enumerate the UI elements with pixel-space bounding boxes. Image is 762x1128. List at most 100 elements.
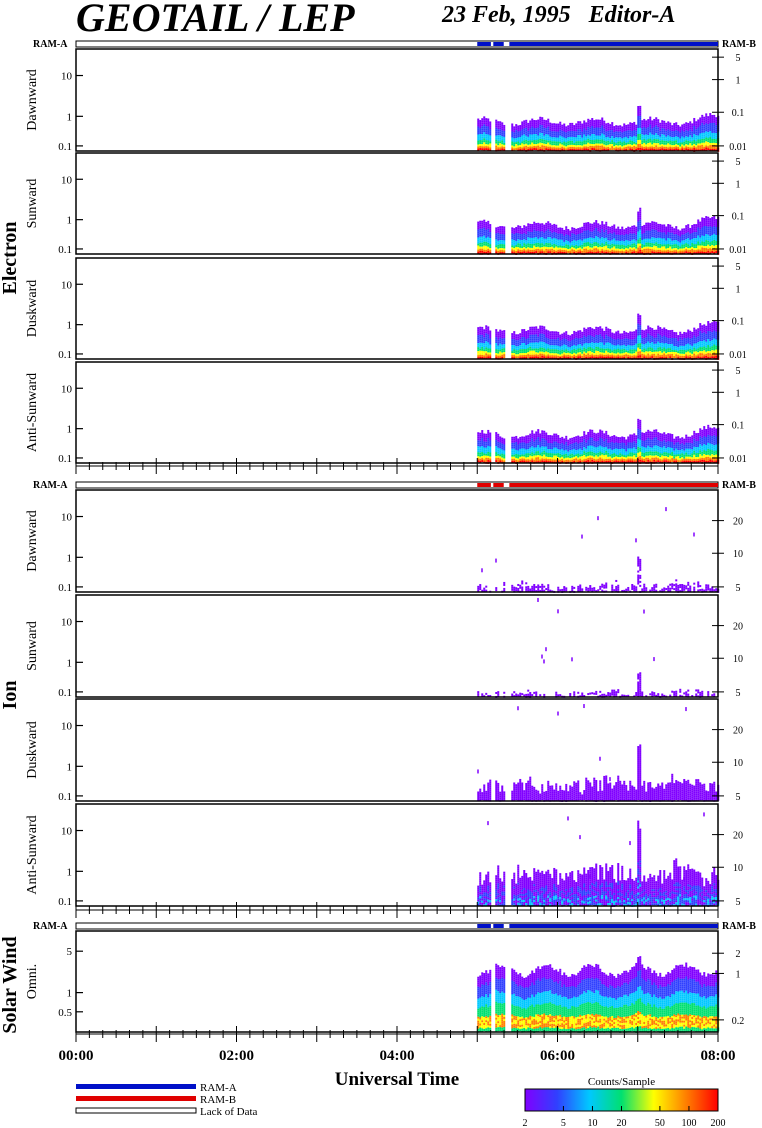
group-electron-panel-duskward-cell [599, 346, 602, 349]
group-electron-panel-dawnward-cell [561, 134, 564, 137]
group-electron-panel-sunward-cell [545, 222, 548, 225]
group-electron-panel-dawnward-cell [539, 138, 542, 141]
group-electron-panel-dawnward-cell [661, 132, 664, 135]
group-electron-panel-duskward-cell [587, 337, 590, 340]
group-electron-panel-dawnward-cell [567, 139, 570, 142]
group-electron-panel-duskward-cell [599, 348, 602, 351]
group-electron-panel-sunward-cell [499, 238, 502, 241]
group-electron-panel-duskward-cell [545, 349, 548, 352]
group-electron-panel-sunward-cell [513, 244, 516, 247]
group-electron-panel-sunward-cell [663, 228, 666, 231]
group-electron-panel-sunward-cell [669, 250, 672, 253]
group-electron-panel-dawnward-cell [529, 144, 532, 147]
group-electron-panel-sunward-cell [685, 227, 688, 230]
group-electron-panel-sunward-left-tick-label: 0.1 [58, 244, 72, 256]
group-electron-panel-sunward-cell [517, 229, 520, 232]
group-electron-panel-dawnward-cell [655, 127, 658, 130]
group-electron-panel-sunward-cell [481, 244, 484, 247]
group-electron-panel-dawnward-cell [567, 135, 570, 138]
group-electron-panel-duskward-cell [559, 344, 562, 347]
group-electron-panel-dawnward-cell [665, 148, 668, 151]
group-electron-panel-sunward-cell [605, 239, 608, 242]
group-electron-panel-dawnward-cell [515, 142, 518, 145]
group-electron-panel-dawnward-cell [647, 143, 650, 146]
group-electron-panel-sunward-cell [555, 250, 558, 253]
group-electron-panel-sunward-cell [701, 243, 704, 246]
group-electron-panel-sunward-cell [541, 235, 544, 238]
group-electron-panel-sunward-cell [519, 229, 522, 232]
group-electron-panel-sunward-cell [521, 248, 524, 251]
group-electron-panel-sunward-cell [641, 231, 644, 234]
group-electron-panel-duskward-cell [615, 347, 618, 350]
group-electron-panel-duskward-cell [579, 338, 582, 341]
group-electron-panel-duskward-cell [487, 352, 490, 355]
group-electron-panel-sunward-cell [495, 229, 498, 232]
group-electron-panel-dawnward-cell [497, 129, 500, 132]
group-electron-panel-sunward-cell [563, 243, 566, 246]
group-electron-panel-dawnward-cell [645, 140, 648, 143]
group-electron-panel-duskward-cell [613, 345, 616, 348]
group-electron-panel-sunward-cell [621, 236, 624, 239]
group-electron-panel-dawnward-cell [551, 141, 554, 144]
group-electron-panel-dawnward-cell [537, 129, 540, 132]
group-electron-panel-sunward-cell [621, 240, 624, 243]
group-electron-panel-sunward-cell [569, 246, 572, 249]
group-electron-panel-sunward-cell [619, 239, 622, 242]
group-electron-panel-duskward-cell [561, 353, 564, 356]
group-electron-panel-sunward-cell [663, 234, 666, 237]
group-electron-panel-duskward-cell [619, 343, 622, 346]
group-electron-panel-duskward-cell [553, 337, 556, 340]
group-electron-panel-dawnward-cell [653, 142, 656, 145]
group-electron-panel-duskward-cell [673, 348, 676, 351]
group-electron-panel-sunward-cell [559, 251, 562, 254]
group-electron-panel-duskward-cell [563, 348, 566, 351]
group-electron-panel-duskward-cell [585, 334, 588, 337]
group-electron-panel-dawnward-cell [625, 136, 628, 139]
group-electron-panel-sunward-cell [573, 235, 576, 238]
group-electron-panel-dawnward-cell [659, 140, 662, 143]
group-electron-panel-sunward-cell [675, 228, 678, 231]
group-electron-panel-sunward-cell [609, 228, 612, 231]
group-electron-panel-dawnward-cell [711, 122, 714, 125]
group-electron-panel-duskward-cell [527, 336, 530, 339]
group-electron-panel-sunward-cell [615, 242, 618, 245]
group-electron-panel-sunward-cell [581, 246, 584, 249]
group-electron-panel-sunward-cell [537, 222, 540, 225]
group-electron-panel-sunward-cell [609, 226, 612, 229]
group-electron-panel-dawnward-cell [607, 132, 610, 135]
group-electron-panel-dawnward-cell [589, 145, 592, 148]
group-electron-panel-sunward-cell [611, 231, 614, 234]
group-electron-panel-sunward-cell [521, 240, 524, 243]
group-electron-panel-dawnward-cell [703, 136, 706, 139]
group-electron-panel-dawnward-cell [513, 136, 516, 139]
group-electron-panel-duskward-cell [597, 327, 600, 330]
group-electron-panel-dawnward-cell [559, 137, 562, 140]
group-electron-panel-dawnward-cell [535, 128, 538, 131]
group-electron-panel-sunward-cell [697, 235, 700, 238]
group-electron-panel-sunward-cell [649, 240, 652, 243]
group-electron-panel-sunward-cell [537, 236, 540, 239]
group-electron-panel-dawnward-cell [667, 135, 670, 138]
group-electron-panel-sunward-cell [597, 227, 600, 230]
group-electron-panel-sunward-cell [495, 241, 498, 244]
group-electron-panel-sunward-cell [497, 240, 500, 243]
group-electron-panel-duskward-cell [541, 343, 544, 346]
group-electron-panel-dawnward-cell [683, 125, 686, 128]
group-electron-panel-dawnward-cell [563, 145, 566, 148]
group-electron-panel-sunward-cell [499, 240, 502, 243]
group-electron-panel-duskward-cell [631, 337, 634, 340]
group-electron-panel-duskward-cell [581, 335, 584, 338]
group-electron-panel-duskward-cell [527, 330, 530, 333]
group-electron-panel-sunward-cell [705, 248, 708, 251]
group-electron-panel-dawnward-cell [591, 148, 594, 151]
group-electron-panel-dawnward-cell [511, 139, 514, 142]
group-electron-panel-sunward-cell [559, 227, 562, 230]
group-electron-panel-sunward-cell [629, 235, 632, 238]
group-electron-panel-sunward-cell [671, 236, 674, 239]
group-electron-panel-sunward-cell [501, 228, 504, 231]
group-electron-ram-bar-segment [477, 42, 718, 46]
group-electron-panel-sunward-cell [607, 244, 610, 247]
group-electron-panel-sunward-cell [689, 233, 692, 236]
group-electron-panel-duskward-cell [499, 329, 502, 332]
group-electron-panel-duskward-cell [559, 336, 562, 339]
